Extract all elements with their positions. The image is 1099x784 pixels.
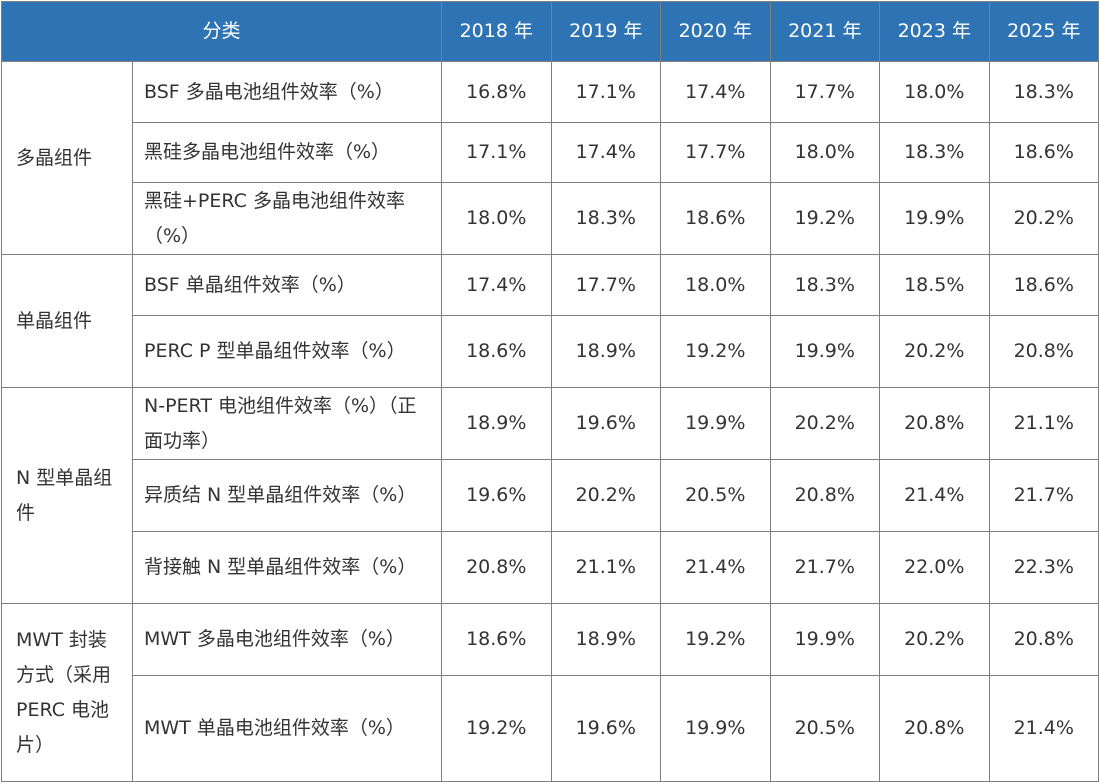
row-label: 异质结 N 型单晶组件效率（%） (131, 459, 443, 532)
row-label: 黑硅+PERC 多晶电池组件效率（%） (131, 182, 443, 255)
cell-value: 18.0% (660, 254, 771, 316)
cell-value: 16.8% (441, 61, 552, 123)
row-label: 黑硅多晶电池组件效率（%） (131, 122, 443, 183)
cell-value: 20.8% (988, 603, 1099, 676)
group-label: N 型单晶组件 (1, 387, 133, 604)
cell-value: 20.2% (988, 182, 1099, 255)
header-year: 2020 年 (660, 1, 771, 62)
cell-value: 21.1% (988, 387, 1099, 460)
cell-value: 20.8% (879, 387, 990, 460)
cell-value: 18.6% (441, 315, 552, 388)
row-label: 背接触 N 型单晶组件效率（%） (131, 531, 443, 604)
row-label: BSF 单晶组件效率（%） (131, 254, 443, 316)
group-label: 单晶组件 (1, 254, 133, 388)
header-year: 2021 年 (769, 1, 881, 62)
cell-value: 17.4% (660, 61, 771, 123)
cell-value: 19.2% (660, 315, 771, 388)
cell-value: 18.6% (441, 603, 552, 676)
header-year: 2023 年 (879, 1, 990, 62)
cell-value: 18.9% (550, 315, 662, 388)
cell-value: 19.6% (441, 459, 552, 532)
cell-value: 18.3% (988, 61, 1099, 123)
header-year: 2025 年 (988, 1, 1099, 62)
cell-value: 22.3% (988, 531, 1099, 604)
table-row: 单晶组件 BSF 单晶组件效率（%） 17.4% 17.7% 18.0% 18.… (1, 254, 1099, 388)
cell-value: 21.7% (769, 531, 881, 604)
cell-value: 18.0% (441, 182, 552, 255)
row-label: PERC P 型单晶组件效率（%） (131, 315, 443, 388)
cell-value: 18.9% (550, 603, 662, 676)
header-year: 2019 年 (550, 1, 662, 62)
row-label: BSF 多晶电池组件效率（%） (131, 61, 443, 123)
table-row: MWT 封装方式（采用 PERC 电池片） MWT 多晶电池组件效率（%） 18… (1, 603, 1099, 782)
cell-value: 18.6% (988, 254, 1099, 316)
cell-value: 21.7% (988, 459, 1099, 532)
cell-value: 21.1% (550, 531, 662, 604)
cell-value: 19.9% (879, 182, 990, 255)
cell-value: 17.4% (441, 254, 552, 316)
cell-value: 19.9% (660, 387, 771, 460)
group-label: MWT 封装方式（采用 PERC 电池片） (1, 603, 133, 782)
table-row: MWT 单晶电池组件效率（%） 19.2% 19.6% 19.9% 20.5% … (2, 675, 1099, 782)
cell-value: 18.3% (879, 122, 990, 183)
cell-value: 19.6% (550, 387, 662, 460)
cell-value: 19.9% (660, 675, 771, 782)
cell-value: 18.5% (879, 254, 990, 316)
cell-value: 20.2% (769, 387, 881, 460)
cell-value: 21.4% (988, 675, 1099, 782)
cell-value: 19.2% (769, 182, 881, 255)
group-label: 多晶组件 (1, 61, 133, 255)
cell-value: 21.4% (660, 531, 771, 604)
table-row: 黑硅+PERC 多晶电池组件效率（%） 18.0% 18.3% 18.6% 19… (2, 182, 1099, 255)
cell-value: 18.0% (879, 61, 990, 123)
cell-value: 18.6% (988, 122, 1099, 183)
table-row: 多晶组件 BSF 多晶电池组件效率（%） 16.8% 17.1% 17.4% 1… (1, 61, 1099, 255)
cell-value: 20.8% (879, 675, 990, 782)
cell-value: 18.3% (550, 182, 662, 255)
cell-value: 19.9% (769, 603, 881, 676)
table-row: 异质结 N 型单晶组件效率（%） 19.6% 20.2% 20.5% 20.8%… (2, 459, 1099, 532)
table-row: 背接触 N 型单晶组件效率（%） 20.8% 21.1% 21.4% 21.7%… (2, 531, 1099, 604)
cell-value: 18.3% (769, 254, 881, 316)
row-label: MWT 单晶电池组件效率（%） (131, 675, 443, 782)
row-label: MWT 多晶电池组件效率（%） (131, 603, 443, 676)
cell-value: 20.5% (769, 675, 881, 782)
cell-value: 20.2% (879, 603, 990, 676)
cell-value: 17.4% (550, 122, 662, 183)
cell-value: 18.9% (441, 387, 552, 460)
cell-value: 17.1% (441, 122, 552, 183)
cell-value: 17.7% (769, 61, 881, 123)
cell-value: 17.7% (660, 122, 771, 183)
row-label: N-PERT 电池组件效率（%）（正面功率） (131, 387, 443, 460)
cell-value: 19.6% (550, 675, 662, 782)
cell-value: 20.5% (660, 459, 771, 532)
header-category: 分类 (0, 1, 443, 62)
header-year: 2018 年 (441, 1, 552, 62)
cell-value: 21.4% (879, 459, 990, 532)
cell-value: 19.9% (769, 315, 881, 388)
table-row: PERC P 型单晶组件效率（%） 18.6% 18.9% 19.2% 19.9… (2, 315, 1099, 388)
table-row: N 型单晶组件 N-PERT 电池组件效率（%）（正面功率） 18.9% 19.… (1, 387, 1099, 604)
cell-value: 20.8% (441, 531, 552, 604)
cell-value: 17.1% (550, 61, 662, 123)
cell-value: 19.2% (441, 675, 552, 782)
cell-value: 22.0% (879, 531, 990, 604)
cell-value: 17.7% (550, 254, 662, 316)
cell-value: 20.2% (550, 459, 662, 532)
table-row: 黑硅多晶电池组件效率（%） 17.1% 17.4% 17.7% 18.0% 18… (2, 122, 1099, 183)
cell-value: 20.2% (879, 315, 990, 388)
cell-value: 20.8% (769, 459, 881, 532)
cell-value: 18.0% (769, 122, 881, 183)
cell-value: 18.6% (660, 182, 771, 255)
header-row: 分类 2018 年 2019 年 2020 年 2021 年 2023 年 20… (0, 1, 1099, 62)
cell-value: 19.2% (660, 603, 771, 676)
cell-value: 20.8% (988, 315, 1099, 388)
